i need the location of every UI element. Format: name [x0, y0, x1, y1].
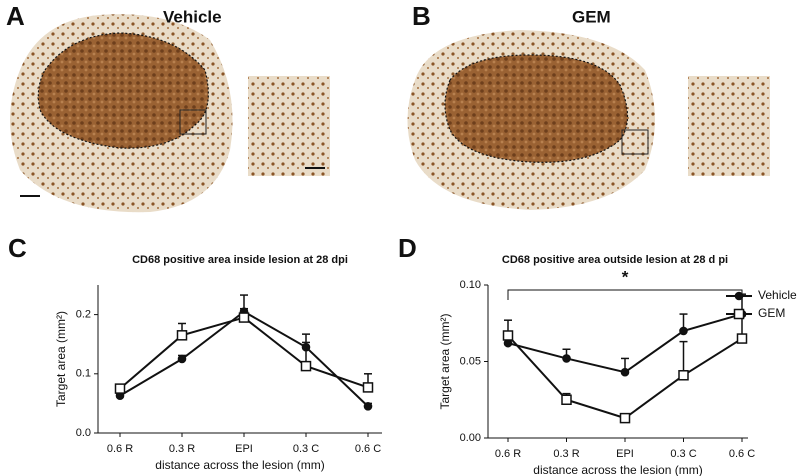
micrograph-gem: [407, 30, 770, 210]
data-point: [502, 330, 514, 341]
panel-label: C: [8, 233, 27, 263]
x-tick-label: EPI: [616, 448, 634, 460]
data-point: [620, 367, 630, 377]
x-tick-label: 0.6 R: [495, 448, 521, 460]
x-tick-label: 0.3 R: [169, 443, 195, 455]
y-axis-label: Target area (mm²): [54, 311, 68, 407]
x-tick-label: 0.3 R: [553, 448, 579, 460]
legend-marker: [734, 291, 744, 301]
y-tick-label: 0.05: [460, 355, 481, 367]
legend-label: Vehicle: [758, 288, 797, 302]
x-tick-label: EPI: [235, 443, 253, 455]
series-line: [507, 334, 743, 420]
y-tick-label: 0.0: [76, 427, 91, 439]
data-point: [114, 383, 126, 394]
annotation: *: [622, 267, 629, 286]
data-point: [176, 330, 188, 341]
x-tick-label: 0.6 R: [107, 443, 133, 455]
data-point: [736, 333, 748, 344]
chart-title: CD68 positive area outside lesion at 28 …: [502, 254, 728, 266]
data-point: [300, 360, 312, 372]
data-point: [562, 354, 571, 363]
panel-title: Vehicle: [163, 7, 222, 26]
y-axis-label: Target area (mm²): [438, 313, 452, 409]
data-point: [177, 354, 187, 364]
panel-label: B: [412, 1, 431, 31]
data-point: [679, 326, 688, 336]
legend-label: GEM: [758, 306, 785, 320]
x-tick-label: 0.3 C: [293, 443, 319, 455]
series-line: [119, 310, 369, 408]
data-point: [238, 312, 250, 323]
data-point: [619, 412, 631, 424]
y-tick-label: 0.1: [76, 368, 91, 380]
x-axis-label: distance across the lesion (mm): [533, 463, 702, 476]
x-tick-label: 0.3 C: [670, 448, 696, 460]
y-tick-label: 0.00: [460, 432, 481, 444]
significance-bracket: [507, 289, 743, 300]
x-tick-label: 0.6 C: [729, 448, 755, 460]
data-point: [363, 402, 373, 411]
data-point: [561, 394, 572, 405]
panel-label: A: [6, 1, 25, 31]
data-point: [678, 370, 689, 381]
x-axis-label: distance across the lesion (mm): [155, 458, 324, 472]
data-point: [362, 382, 374, 393]
y-tick-label: 0.10: [460, 279, 481, 291]
panel-label: D: [398, 233, 417, 263]
panel-title: GEM: [572, 7, 611, 26]
series-line: [119, 316, 369, 390]
micrograph-vehicle: [10, 14, 330, 213]
chart-title: CD68 positive area inside lesion at 28 d…: [132, 254, 348, 266]
legend-marker: [733, 308, 745, 320]
x-tick-label: 0.6 C: [355, 443, 381, 455]
y-tick-label: 0.2: [76, 309, 91, 321]
